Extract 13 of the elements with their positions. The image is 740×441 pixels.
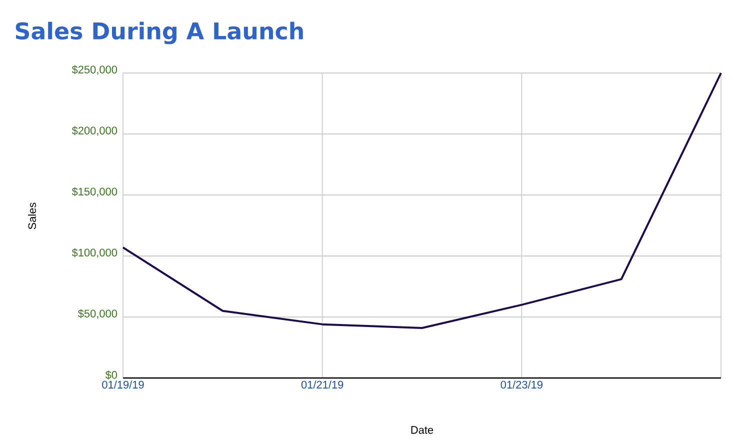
line-series	[122, 72, 722, 329]
chart-title: Sales During A Launch	[16, 22, 303, 44]
x-tick-label: 01/21/19	[301, 380, 344, 389]
x-tick-label: 01/19/19	[102, 380, 144, 389]
y-tick-label: $200,000	[72, 126, 118, 136]
y-tick-label: $100,000	[72, 248, 118, 258]
y-tick-label: $0	[105, 370, 118, 380]
y-tick-label: $150,000	[72, 187, 118, 197]
y-tick-label: $50,000	[78, 309, 118, 319]
x-tick-label: 01/23/19	[500, 380, 542, 389]
x-axis-title: Date	[411, 426, 434, 434]
y-axis-title: Sales	[28, 202, 36, 230]
y-tick-label: $250,000	[72, 65, 118, 75]
